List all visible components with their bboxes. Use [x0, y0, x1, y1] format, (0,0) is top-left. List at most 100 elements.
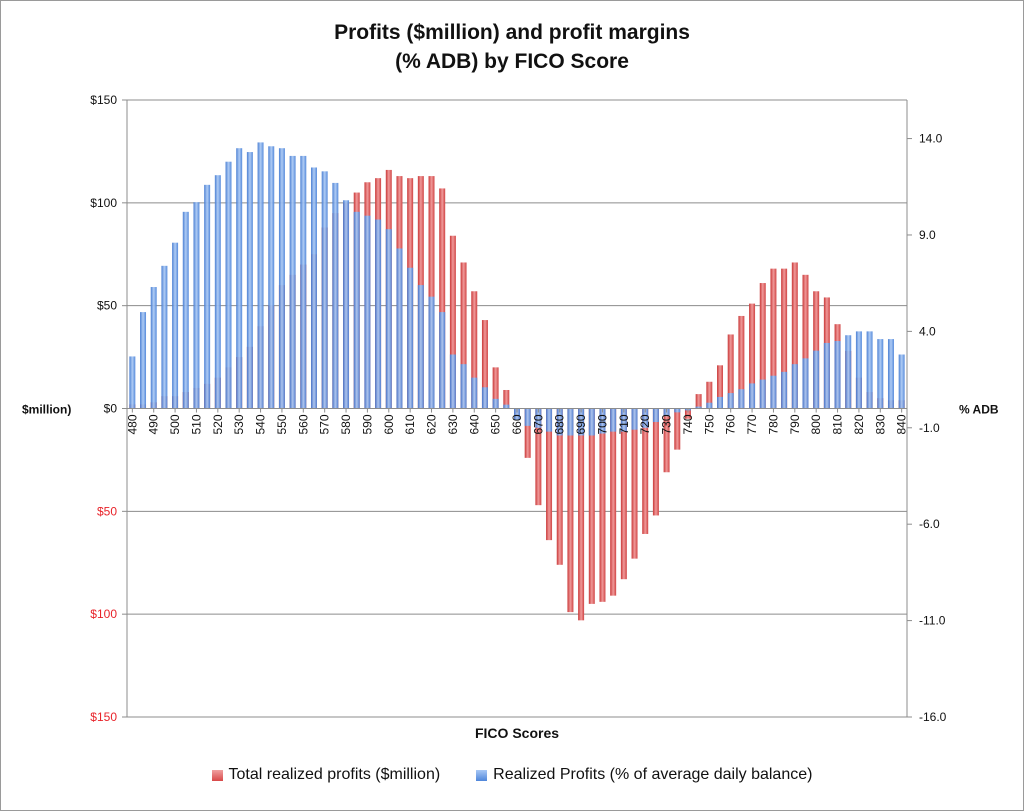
legend-label-margin: Realized Profits (% of average daily bal…: [493, 766, 813, 783]
bar-profit-margin: [471, 377, 478, 409]
bar-profit-margin: [717, 396, 724, 409]
x-tick-label: 810: [831, 414, 845, 434]
bar-total-profit: [706, 381, 713, 409]
x-tick-label: 560: [296, 414, 310, 434]
bar-profit-margin: [866, 331, 873, 409]
bar-total-profit: [738, 315, 745, 409]
x-tick-label: 680: [553, 414, 567, 434]
bar-profit-margin: [193, 202, 200, 409]
bar-total-profit: [439, 188, 446, 409]
bar-profit-margin: [535, 408, 542, 428]
bar-profit-margin: [289, 155, 296, 409]
bar-total-profit: [759, 283, 766, 409]
bar-total-profit: [524, 408, 531, 458]
bar-total-profit: [727, 334, 734, 409]
legend-swatch-red: [211, 769, 223, 781]
bar-total-profit: [578, 408, 585, 621]
bar-profit-margin: [631, 408, 638, 430]
x-tick-label: 620: [425, 414, 439, 434]
bar-profit-margin: [214, 175, 221, 409]
x-tick-label: 690: [574, 414, 588, 434]
bar-profit-margin: [182, 211, 189, 409]
bar-total-profit: [695, 394, 702, 409]
right-tick-label: 14.0: [919, 132, 943, 146]
bar-profit-margin: [802, 358, 809, 409]
x-tick-label: 720: [638, 414, 652, 434]
bar-profit-margin: [855, 331, 862, 409]
right-axis-title: % ADB: [959, 403, 999, 417]
bar-profit-margin: [140, 312, 147, 409]
bar-profit-margin: [567, 408, 574, 436]
bar-profit-margin: [129, 356, 136, 409]
bar-profit-margin: [749, 383, 756, 409]
bar-profit-margin: [364, 215, 371, 409]
bar-profit-margin: [514, 408, 520, 421]
bar-total-profit: [717, 365, 724, 409]
bar-profit-margin: [759, 379, 766, 409]
bar-profit-margin: [877, 339, 884, 409]
bar-profit-margin: [246, 152, 253, 409]
bar-profit-margin: [813, 350, 820, 409]
bar-profit-margin: [407, 267, 414, 409]
x-tick-label: 630: [446, 414, 460, 434]
x-tick-label: 710: [617, 414, 631, 434]
x-tick-label: 780: [766, 414, 780, 434]
bar-profit-margin: [834, 341, 841, 409]
bar-total-profit: [492, 367, 499, 409]
bar-profit-margin: [492, 398, 499, 409]
bar-total-profit: [556, 408, 563, 565]
left-tick-label: $150: [90, 710, 117, 724]
bar-total-profit: [460, 262, 467, 409]
bar-total-profit: [610, 408, 617, 596]
chart-title: Profits ($million) and profit margins (%…: [0, 18, 1024, 76]
bar-profit-margin: [706, 402, 713, 409]
chart-title-line-2: (% ADB) by FICO Score: [395, 50, 629, 73]
bar-profit-margin: [396, 248, 403, 409]
bar-profit-margin: [546, 408, 553, 432]
bar-total-profit: [503, 389, 510, 409]
legend-item-margin: Realized Profits (% of average daily bal…: [476, 766, 812, 784]
bar-profit-margin: [428, 296, 435, 409]
bar-profit-margin: [161, 265, 168, 409]
x-tick-label: 610: [403, 414, 417, 434]
bar-profit-margin: [449, 354, 456, 409]
bar-profit-margin: [770, 375, 777, 409]
bar-profit-margin: [578, 408, 585, 436]
right-tick-label: -16.0: [919, 710, 947, 724]
bar-total-profit: [652, 408, 659, 516]
x-tick-label: 740: [681, 414, 695, 434]
left-tick-label: $100: [90, 607, 117, 621]
bar-total-profit: [642, 408, 649, 534]
x-tick-label: 840: [895, 414, 909, 434]
right-tick-label: -6.0: [919, 517, 940, 531]
bar-profit-margin: [321, 171, 328, 409]
bar-profit-margin: [278, 148, 285, 409]
x-tick-label: 700: [595, 414, 609, 434]
x-tick-label: 770: [745, 414, 759, 434]
bar-profit-margin: [439, 312, 446, 409]
left-tick-label: $50: [97, 299, 117, 313]
bar-total-profit: [802, 274, 809, 409]
x-tick-label: 520: [211, 414, 225, 434]
bar-profit-margin: [791, 364, 798, 409]
bar-total-profit: [663, 408, 670, 473]
bar-total-profit: [631, 408, 638, 559]
legend-label-profits: Total realized profits ($million): [228, 766, 441, 783]
bar-total-profit: [770, 268, 777, 409]
bar-profit-margin: [268, 146, 275, 409]
x-tick-label: 500: [168, 414, 182, 434]
bar-profit-margin: [588, 408, 595, 436]
x-tick-label: 510: [189, 414, 203, 434]
x-tick-label: 590: [360, 414, 374, 434]
bar-profit-margin: [556, 408, 563, 436]
bar-profit-margin: [385, 229, 392, 409]
bar-profit-margin: [332, 182, 339, 409]
bar-profit-margin: [503, 404, 510, 409]
bar-profit-margin: [353, 211, 360, 409]
bar-profit-margin: [738, 389, 745, 409]
x-tick-label: 600: [382, 414, 396, 434]
bar-total-profit: [781, 268, 788, 409]
bar-profit-margin: [417, 285, 424, 409]
bar-profit-margin: [310, 167, 317, 409]
